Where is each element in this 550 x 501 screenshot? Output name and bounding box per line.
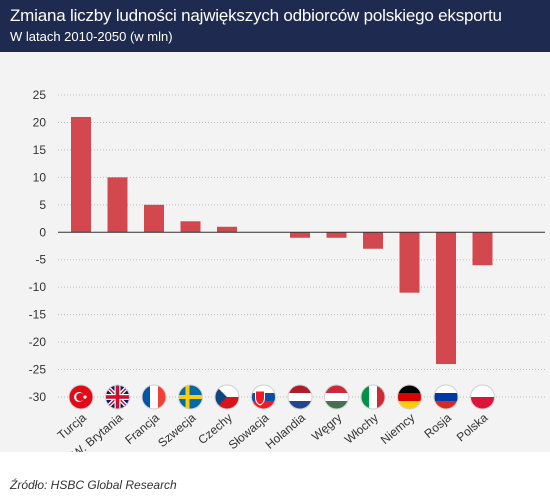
x-tick-label: Holandia — [263, 410, 309, 451]
germany-flag-icon — [397, 384, 422, 410]
bar-czechy — [217, 226, 237, 233]
turkey-flag-icon — [68, 384, 94, 410]
source-note: Źródło: HSBC Global Research — [10, 478, 177, 492]
x-tick-label: Węgry — [309, 411, 345, 444]
y-tick-label: 0 — [39, 225, 46, 239]
chart-subtitle: W latach 2010-2050 (w mln) — [10, 29, 173, 44]
bar-włochy — [363, 232, 383, 249]
bar-holandia — [290, 232, 310, 238]
y-tick-label: 5 — [39, 198, 46, 212]
y-tick-label: -10 — [29, 280, 47, 294]
bar-francja — [144, 204, 164, 233]
czech-flag-icon — [214, 384, 240, 410]
y-tick-label: 15 — [33, 143, 47, 157]
x-tick-label: Słowacja — [226, 410, 272, 452]
y-tick-label: -15 — [29, 308, 47, 322]
chart-title: Zmiana liczby ludności największych odbi… — [10, 6, 502, 25]
bar-niemcy — [399, 232, 420, 293]
sweden-flag-icon — [178, 384, 203, 410]
russia-flag-icon — [433, 384, 459, 410]
bar-rosja — [436, 232, 456, 365]
chart-area: 25 20 15 10 5 0 -5 -10 -15 -20 -25 -30 Turcja W. Bryt… — [0, 52, 550, 452]
y-tick-label: -25 — [29, 363, 47, 377]
bar-szwecja — [180, 221, 201, 233]
x-tick-label: Rosja — [421, 410, 454, 441]
y-tick-label: -5 — [35, 253, 46, 267]
x-tick-label: Polska — [454, 410, 491, 444]
bar-w-brytania — [107, 177, 128, 233]
bar-turcja — [71, 116, 91, 233]
y-tick-label: 20 — [33, 115, 47, 129]
y-tick-label: -20 — [29, 335, 47, 349]
bar-polska — [472, 232, 493, 266]
chart-header: Zmiana liczby ludności największych odbi… — [0, 0, 550, 52]
uk-flag-icon — [105, 384, 130, 410]
y-tick-label: 25 — [33, 88, 47, 102]
x-tick-label: Szwecja — [155, 410, 198, 450]
poland-flag-icon — [470, 384, 495, 410]
netherlands-flag-icon — [287, 384, 313, 410]
y-tick-label: 10 — [33, 170, 47, 184]
italy-flag-icon — [360, 384, 386, 410]
hungary-flag-icon — [324, 384, 349, 410]
y-tick-label: -30 — [29, 390, 47, 404]
france-flag-icon — [141, 384, 167, 410]
x-tick-label: Włochy — [342, 411, 381, 447]
bar-węgry — [326, 232, 347, 238]
slovakia-flag-icon — [251, 384, 276, 410]
x-tick-label: Niemcy — [378, 411, 418, 447]
